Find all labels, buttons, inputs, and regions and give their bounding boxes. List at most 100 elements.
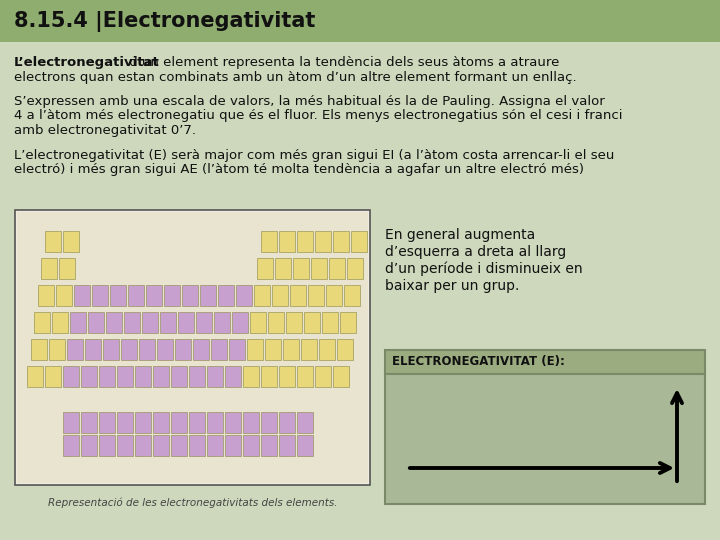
Bar [99, 366, 115, 387]
Bar [225, 435, 241, 456]
Bar [261, 412, 277, 433]
Bar [329, 258, 345, 279]
Bar [293, 258, 309, 279]
Bar [192, 339, 209, 360]
Bar [181, 285, 197, 306]
Bar [45, 231, 60, 252]
Bar [178, 312, 194, 333]
Bar [261, 231, 276, 252]
Bar [347, 258, 363, 279]
Bar [385, 374, 705, 504]
Text: electrons quan estan combinats amb un àtom d’un altre element formant un enllaç.: electrons quan estan combinats amb un àt… [14, 71, 577, 84]
Bar [135, 435, 151, 456]
Bar [48, 339, 65, 360]
Text: S’expressen amb una escala de valors, la més habitual és la de Pauling. Assigna : S’expressen amb una escala de valors, la… [14, 95, 605, 108]
Bar [81, 366, 97, 387]
Bar [0, 0, 720, 42]
Bar [275, 258, 291, 279]
Bar [88, 312, 104, 333]
Bar [30, 339, 47, 360]
Bar [199, 285, 215, 306]
Bar [340, 312, 356, 333]
Bar [120, 339, 137, 360]
Bar [225, 366, 241, 387]
Bar [243, 435, 259, 456]
Bar [17, 212, 368, 483]
Bar [73, 285, 89, 306]
Text: d’un element representa la tendència dels seus àtoms a atraure: d’un element representa la tendència del… [125, 56, 559, 69]
Text: L’electronegativitat: L’electronegativitat [14, 56, 160, 69]
Bar [311, 258, 327, 279]
Bar [135, 412, 151, 433]
Text: Representació de les electronegativitats dels elements.: Representació de les electronegativitats… [48, 497, 337, 508]
Bar [207, 366, 223, 387]
Bar [63, 231, 78, 252]
Bar [333, 366, 349, 387]
Bar [153, 435, 169, 456]
Bar [217, 285, 233, 306]
Bar [235, 285, 251, 306]
Bar [109, 285, 125, 306]
Bar [279, 435, 295, 456]
Bar [117, 412, 133, 433]
Bar [117, 366, 133, 387]
Bar [271, 285, 287, 306]
Bar [99, 412, 115, 433]
Text: baixar per un grup.: baixar per un grup. [385, 279, 519, 293]
Bar [297, 231, 312, 252]
Bar [325, 285, 341, 306]
Bar [196, 312, 212, 333]
Bar [66, 339, 83, 360]
Bar [160, 312, 176, 333]
Bar [91, 285, 107, 306]
Text: ELECTRONEGATIVITAT (E):: ELECTRONEGATIVITAT (E): [392, 355, 565, 368]
Bar [307, 285, 323, 306]
Bar [264, 339, 281, 360]
Bar [81, 412, 97, 433]
Bar [243, 412, 259, 433]
Bar [336, 339, 353, 360]
Bar [261, 435, 277, 456]
Bar [322, 312, 338, 333]
Bar [37, 285, 53, 306]
Bar [282, 339, 299, 360]
Bar [142, 312, 158, 333]
Bar [27, 366, 43, 387]
Bar [232, 312, 248, 333]
Bar [124, 312, 140, 333]
Bar [117, 435, 133, 456]
Bar [243, 366, 259, 387]
Bar [297, 366, 313, 387]
Bar [257, 258, 273, 279]
Bar [52, 312, 68, 333]
Bar [228, 339, 245, 360]
Bar [253, 285, 269, 306]
Bar [214, 312, 230, 333]
Bar [289, 285, 305, 306]
Bar [189, 435, 205, 456]
Bar [171, 412, 187, 433]
Text: electró) i més gran sigui AE (l’àtom té molta tendència a agafar un altre electr: electró) i més gran sigui AE (l’àtom té … [14, 163, 584, 176]
Bar [163, 285, 179, 306]
Text: d’esquerra a dreta al llarg: d’esquerra a dreta al llarg [385, 245, 566, 259]
Bar [106, 312, 122, 333]
Bar [189, 412, 205, 433]
Bar [171, 366, 187, 387]
Bar [225, 412, 241, 433]
Bar [261, 366, 277, 387]
Bar [15, 210, 370, 485]
Bar [207, 412, 223, 433]
Bar [268, 312, 284, 333]
Text: 8.15.4 |Electronegativitat: 8.15.4 |Electronegativitat [14, 10, 315, 31]
Bar [304, 312, 320, 333]
Text: d’un període i disminueix en: d’un període i disminueix en [385, 262, 582, 276]
Bar [246, 339, 263, 360]
Bar [70, 312, 86, 333]
Bar [153, 366, 169, 387]
Bar [59, 258, 75, 279]
Bar [63, 366, 79, 387]
Bar [45, 366, 61, 387]
Bar [63, 435, 79, 456]
Bar [174, 339, 191, 360]
Bar [315, 231, 330, 252]
